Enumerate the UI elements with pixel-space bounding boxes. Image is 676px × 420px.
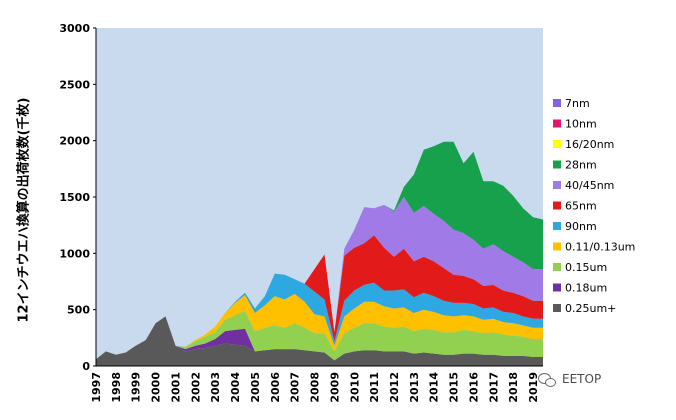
series-areas [96,141,543,366]
x-tick-label: 2007 [289,372,302,403]
y-ticks: 0 500 1000 1500 2000 2500 3000 [59,22,96,373]
legend: 7nm 10nm 16/20nm 28nm 40/45nm 65nm 90nm 0.11/0.… [553,97,635,315]
legend-swatch [553,242,561,251]
legend-label: 16/20nm [565,138,614,151]
x-tick-label: 1997 [90,372,103,403]
legend-swatch [553,222,561,230]
legend-label: 0.11/0.13um [565,241,635,254]
x-tick-label: 2006 [269,372,282,403]
y-tick-label: 0 [82,360,90,373]
x-tick-label: 1999 [130,372,143,403]
legend-label: 28nm [565,159,597,172]
x-tick-label: 2005 [249,372,262,403]
legend-label: 40/45nm [565,179,614,192]
y-axis-label: 12インチウエハ換算の出荷枚数(千枚) [16,97,32,323]
x-tick-label: 1998 [110,372,123,403]
x-tick-label: 2003 [209,372,222,403]
legend-swatch [553,201,561,210]
wechat-icon [538,372,556,387]
x-ticks: 1997 1998 1999 2000 2001 2002 2003 2004 2005 2006… [90,372,540,403]
y-axis-label-wrap: 12インチウエハ換算の出荷枚数(千枚) [4,60,40,360]
legend-label: 0.25um+ [565,302,616,315]
y-tick-label: 3000 [59,22,90,35]
x-tick-label: 2004 [229,372,242,403]
legend-label: 0.15um [565,261,607,274]
x-tick-label: 2011 [368,372,381,403]
legend-swatch [553,304,561,312]
x-tick-label: 2002 [189,372,202,403]
legend-label: 90nm [565,220,597,233]
x-tick-label: 2015 [448,372,461,403]
x-tick-label: 2017 [487,372,500,403]
legend-label: 65nm [565,200,597,213]
x-tick-label: 2001 [169,372,182,403]
y-tick-label: 1000 [59,247,90,260]
x-tick-label: 2000 [150,372,163,403]
x-tick-label: 2016 [467,372,480,403]
x-tick-label: 2009 [328,372,341,403]
watermark: EETOP [538,372,602,387]
x-tick-label: 2012 [388,372,401,403]
legend-swatch [553,283,561,292]
x-tick-label: 2014 [428,372,441,403]
y-tick-label: 2000 [59,135,90,148]
x-tick-label: 2018 [507,372,520,403]
y-tick-label: 2500 [59,78,90,91]
area-0-25um- [96,316,543,366]
legend-swatch [553,160,561,169]
legend-swatch [553,99,561,107]
legend-swatch [553,140,561,148]
legend-label: 0.18um [565,282,607,295]
watermark-text: EETOP [562,372,602,386]
x-tick-label: 2010 [348,372,361,403]
legend-label: 7nm [565,97,590,110]
area-40-45nm [96,197,543,360]
legend-swatch [553,119,561,128]
y-tick-label: 500 [67,304,90,317]
area-28nm [96,141,543,360]
x-tick-label: 2008 [309,372,322,403]
legend-label: 10nm [565,118,597,131]
x-tick-label: 2013 [408,372,421,403]
legend-swatch [553,181,561,189]
x-tick-label: 2019 [527,372,540,403]
area-0-11-0-13um [96,293,543,360]
legend-swatch [553,263,561,271]
area-0-15um [96,310,543,361]
area-65nm [96,235,543,360]
y-tick-label: 1500 [59,191,90,204]
